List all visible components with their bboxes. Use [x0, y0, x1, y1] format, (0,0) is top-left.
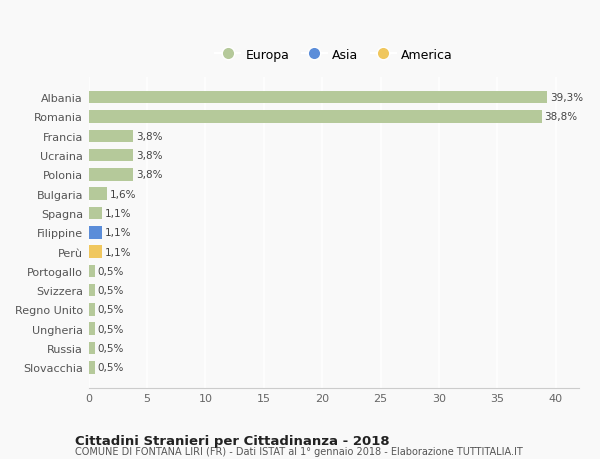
Bar — [89, 265, 95, 278]
Text: 3,8%: 3,8% — [136, 132, 163, 141]
Text: 0,5%: 0,5% — [97, 285, 124, 296]
Bar — [89, 207, 101, 220]
Bar — [89, 342, 95, 354]
Bar — [89, 303, 95, 316]
Text: 39,3%: 39,3% — [550, 93, 584, 103]
Text: 38,8%: 38,8% — [545, 112, 578, 122]
Bar — [89, 111, 542, 123]
Text: 3,8%: 3,8% — [136, 170, 163, 180]
Text: 0,5%: 0,5% — [97, 266, 124, 276]
Text: Cittadini Stranieri per Cittadinanza - 2018: Cittadini Stranieri per Cittadinanza - 2… — [75, 434, 389, 447]
Bar — [89, 323, 95, 335]
Legend: Europa, Asia, America: Europa, Asia, America — [211, 44, 457, 67]
Bar — [89, 130, 133, 143]
Text: 0,5%: 0,5% — [97, 305, 124, 315]
Text: 1,1%: 1,1% — [104, 228, 131, 238]
Bar — [89, 188, 107, 201]
Text: 0,5%: 0,5% — [97, 324, 124, 334]
Text: 1,6%: 1,6% — [110, 189, 137, 199]
Text: 0,5%: 0,5% — [97, 363, 124, 373]
Bar — [89, 226, 101, 239]
Text: 1,1%: 1,1% — [104, 247, 131, 257]
Bar — [89, 361, 95, 374]
Bar — [89, 150, 133, 162]
Bar — [89, 246, 101, 258]
Bar — [89, 169, 133, 181]
Bar — [89, 92, 547, 104]
Text: 1,1%: 1,1% — [104, 208, 131, 218]
Text: COMUNE DI FONTANA LIRI (FR) - Dati ISTAT al 1° gennaio 2018 - Elaborazione TUTTI: COMUNE DI FONTANA LIRI (FR) - Dati ISTAT… — [75, 446, 523, 456]
Bar — [89, 284, 95, 297]
Text: 3,8%: 3,8% — [136, 151, 163, 161]
Text: 0,5%: 0,5% — [97, 343, 124, 353]
